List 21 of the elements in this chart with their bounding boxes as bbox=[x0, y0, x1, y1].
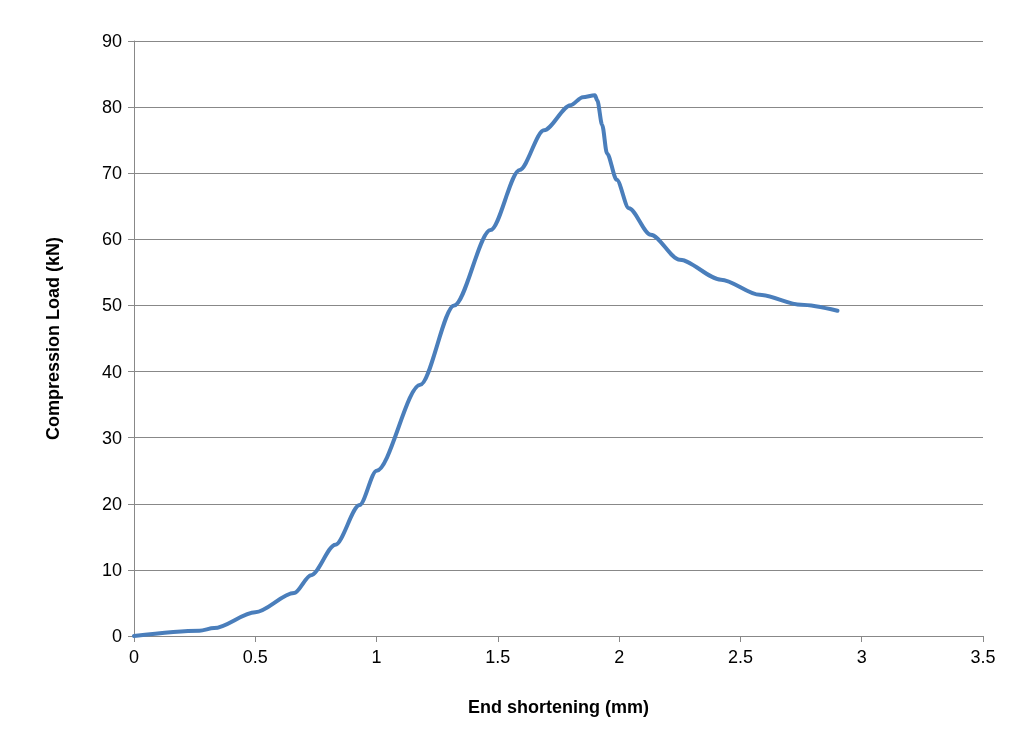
x-tick-label: 3 bbox=[856, 647, 867, 667]
y-tick-label: 0 bbox=[111, 626, 122, 646]
x-tick-label: 1.5 bbox=[485, 647, 511, 667]
x-tick-label: 0 bbox=[128, 647, 140, 667]
y-axis-title: Compression Load (kN) bbox=[43, 236, 63, 441]
y-tick-label: 60 bbox=[101, 229, 122, 250]
y-tick-label: 90 bbox=[101, 31, 122, 51]
x-axis-title: End shortening (mm) bbox=[468, 697, 649, 717]
x-tick-label: 2 bbox=[614, 647, 625, 667]
x-tick-label: 0.5 bbox=[242, 647, 268, 667]
x-tick-label: 2.5 bbox=[727, 647, 753, 667]
y-tick-label: 40 bbox=[101, 361, 122, 382]
x-tick-label: 3.5 bbox=[970, 647, 996, 667]
y-tick-label: 70 bbox=[101, 163, 122, 184]
x-tick-label: 1 bbox=[371, 647, 382, 667]
y-tick-label: 20 bbox=[101, 493, 122, 514]
y-tick-label: 10 bbox=[101, 559, 122, 580]
line-series bbox=[132, 93, 840, 638]
y-tick-label: 80 bbox=[101, 97, 122, 118]
y-tick-label: 30 bbox=[101, 427, 122, 448]
y-tick-label: 50 bbox=[101, 295, 122, 316]
